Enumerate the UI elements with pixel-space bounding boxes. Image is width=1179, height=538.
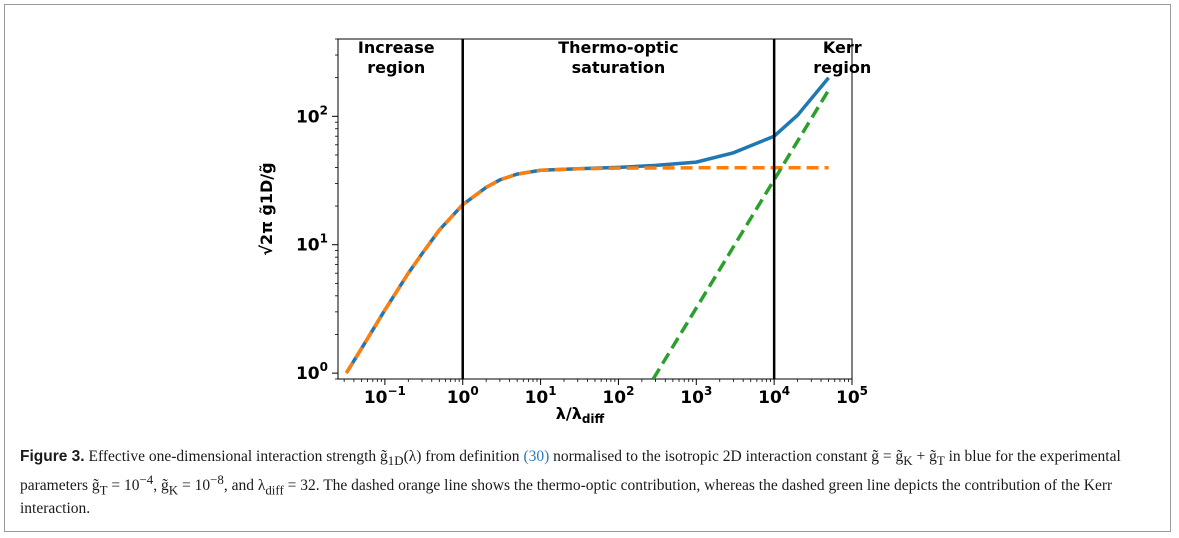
caption-text-1: Effective one-dimensional interaction st… (84, 448, 388, 465)
series-line-1 (344, 165, 829, 375)
x-tick-label: 10−1 (364, 384, 406, 408)
caption-text-8: = 10 (178, 477, 211, 495)
series-line-0 (344, 76, 830, 375)
figure-3-chart: 10−1 100 101 102 103 104 105 100 101 102 Increase… (257, 38, 871, 426)
series-line-2 (651, 89, 831, 379)
caption-sub-k2: K (168, 482, 179, 498)
x-tick-label: 100 (447, 384, 479, 408)
caption-sub-diff: diff (265, 482, 284, 498)
x-tick-label: 102 (602, 384, 634, 408)
figure-frame (4, 4, 1171, 532)
x-tick-label: 101 (525, 384, 557, 408)
x-axis-label: λ/λdiff (556, 404, 605, 426)
caption-sub-k: K (903, 453, 913, 469)
caption-text-9: , and λ (223, 477, 266, 495)
caption-sup-t: −4 (139, 472, 154, 488)
x-tick-label: 104 (758, 384, 790, 408)
figure-caption: Figure 3. Effective one-dimensional inte… (20, 447, 1160, 518)
caption-text-3: normalised to the isotropic 2D interacti… (549, 448, 904, 465)
x-tick-label: 103 (680, 384, 712, 408)
caption-sub-t: T (936, 453, 945, 469)
region-label-0: Increase region (358, 38, 435, 77)
region-label-2: Kerr region (813, 38, 871, 77)
caption-text-10: = 32. The dashed orange line shows the t… (20, 477, 1113, 518)
y-axis-label: √2π g̃1D/g̃ (257, 162, 276, 255)
y-tick-label: 102 (296, 103, 328, 127)
vline-layer (461, 39, 776, 379)
caption-sup-k: −8 (210, 472, 224, 488)
caption-text-4: + g̃ (912, 448, 937, 465)
caption-sub-t2: T (99, 482, 108, 498)
series-layer (344, 76, 831, 379)
region-label-1: Thermo-optic saturation (558, 38, 678, 77)
caption-sub-1d: 1D (387, 453, 404, 469)
y-tick-label: 101 (296, 232, 328, 256)
caption-text-7: , g̃ (153, 477, 169, 495)
caption-text-5: in blue for the experimental parameters … (20, 448, 1121, 495)
caption-text-2: (λ) from definition (403, 448, 524, 465)
caption-text-6: = 10 (107, 477, 140, 495)
caption-equation-ref-link[interactable]: (30) (523, 448, 550, 465)
x-axis-label-main: λ/λ (556, 404, 582, 423)
x-axis-label-sub: diff (582, 412, 605, 426)
x-tick-label: 105 (836, 384, 868, 408)
caption-figure-label: Figure 3. (20, 448, 85, 465)
tick-layer: 10−1 100 101 102 103 104 105 100 101 102 (296, 38, 868, 408)
region-layer: Increase region Thermo-optic saturation Kerr… (358, 38, 871, 77)
y-tick-label: 100 (296, 360, 328, 384)
